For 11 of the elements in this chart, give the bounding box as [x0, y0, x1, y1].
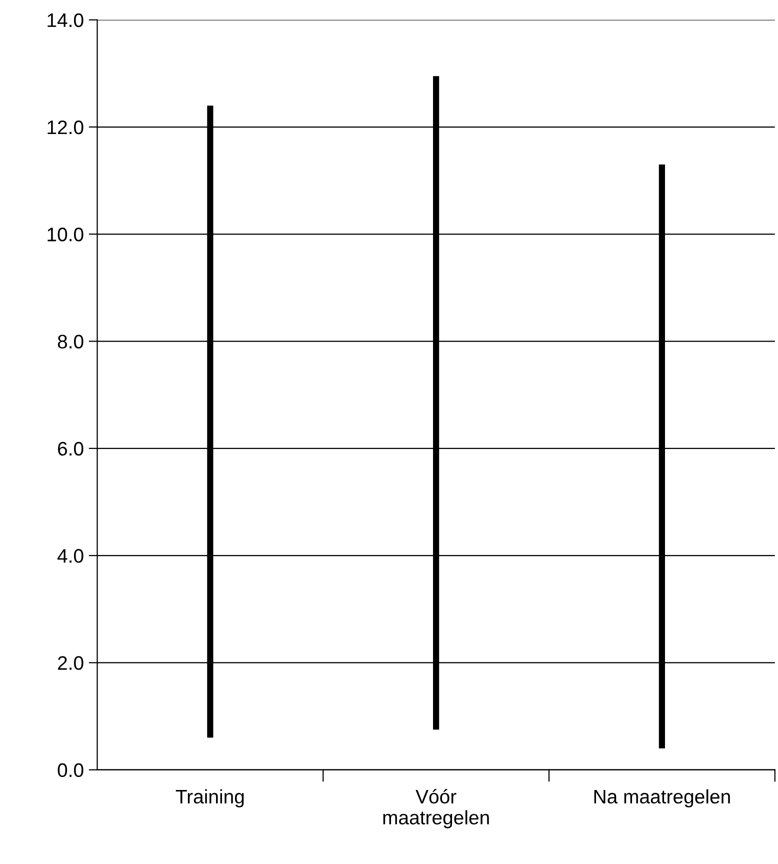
y-tick-label: 6.0 [58, 442, 84, 456]
y-tick-label: 14.0 [48, 13, 84, 28]
x-tick-label: Na maatregelen [594, 789, 730, 808]
x-tick-label: Vóór maatregelen [383, 789, 489, 828]
y-tick-label: 0.0 [58, 763, 84, 778]
y-tick-label: 2.0 [58, 656, 84, 670]
y-tick-label: 4.0 [57, 549, 84, 563]
x-tick-label: Training [176, 789, 244, 808]
y-tick-label: 8.0 [58, 334, 84, 349]
y-tick-label: 10.0 [48, 228, 84, 242]
y-tick-label: 12.0 [48, 120, 84, 134]
